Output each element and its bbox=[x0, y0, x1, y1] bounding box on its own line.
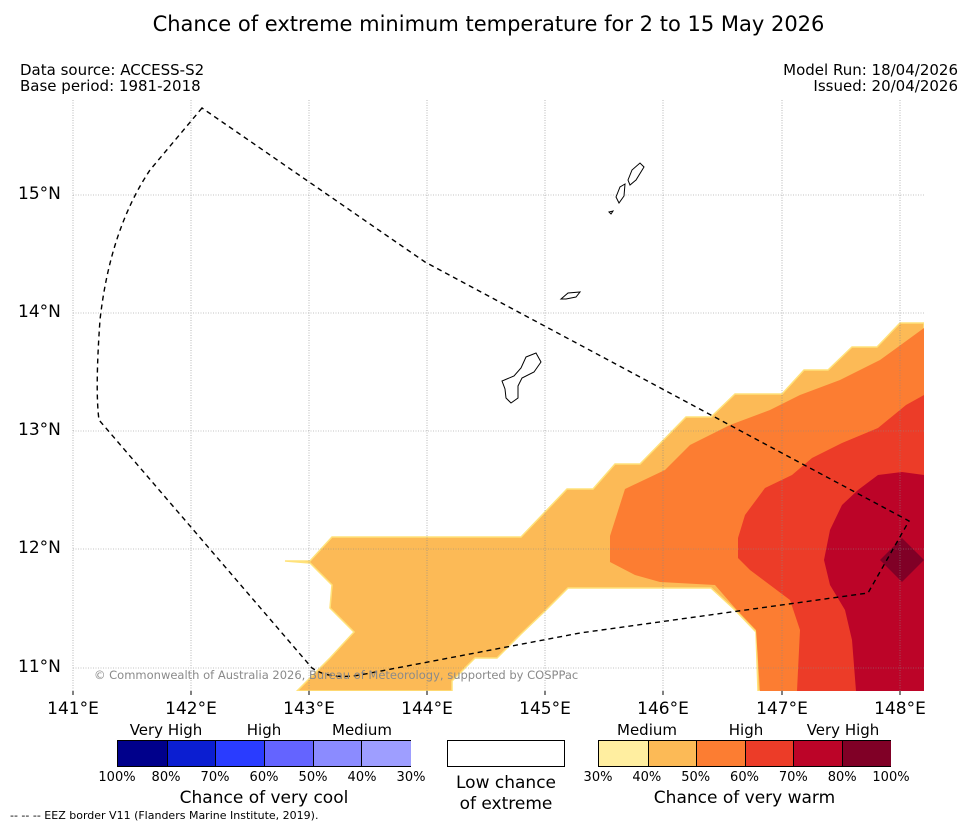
warm-percent-1: 40% bbox=[632, 770, 662, 785]
lat-label-12n: 12°N bbox=[18, 538, 61, 558]
lat-label-14n: 14°N bbox=[18, 302, 61, 322]
map-canvas bbox=[72, 100, 924, 695]
aguijan-island bbox=[608, 210, 615, 215]
cool-swatch-0 bbox=[118, 741, 167, 766]
warm-percent-2: 50% bbox=[681, 770, 711, 785]
island-outlines bbox=[501, 162, 645, 404]
guam-island bbox=[501, 352, 542, 404]
cool-percent-3: 60% bbox=[249, 770, 279, 785]
warm-cat-high: High bbox=[728, 721, 764, 739]
lon-label-148e: 148°E bbox=[874, 699, 926, 719]
base-period: Base period: 1981-2018 bbox=[20, 77, 201, 95]
warm-swatch-4 bbox=[793, 741, 843, 766]
warm-swatch-5 bbox=[841, 741, 891, 766]
copyright-notice: © Commonwealth of Australia 2026, Bureau… bbox=[94, 668, 579, 682]
low-chance-swatch bbox=[447, 740, 565, 767]
cool-swatch-4 bbox=[312, 741, 363, 766]
warm-swatch-3 bbox=[744, 741, 794, 766]
data-source: Data source: ACCESS-S2 bbox=[20, 61, 205, 79]
cool-percent-1: 80% bbox=[151, 770, 181, 785]
cool-percent-0: 100% bbox=[98, 770, 136, 785]
gridlines bbox=[72, 100, 924, 691]
lat-label-11n: 11°N bbox=[18, 657, 61, 677]
model-run: Model Run: 18/04/2026 bbox=[783, 61, 958, 79]
warm-legend-title: Chance of very warm bbox=[653, 788, 836, 808]
lat-label-13n: 13°N bbox=[18, 420, 61, 440]
lon-label-141e: 141°E bbox=[47, 699, 99, 719]
cool-swatch-3 bbox=[264, 741, 314, 766]
chart-title: Chance of extreme minimum temperature fo… bbox=[152, 12, 825, 36]
lon-label-145e: 145°E bbox=[519, 699, 571, 719]
warm-swatch-2 bbox=[696, 741, 746, 766]
warm-swatch-0 bbox=[599, 741, 648, 766]
cool-percent-5: 40% bbox=[347, 770, 377, 785]
low-chance-line1: Low chance bbox=[456, 773, 556, 793]
anomaly-fill-layer bbox=[284, 322, 924, 691]
warm-percent-0: 30% bbox=[583, 770, 613, 785]
lon-label-142e: 142°E bbox=[165, 699, 217, 719]
cool-percent-4: 50% bbox=[298, 770, 328, 785]
lon-label-144e: 144°E bbox=[401, 699, 453, 719]
eez-border-note: -- -- -- EEZ border V11 (Flanders Marine… bbox=[10, 809, 319, 822]
lon-label-143e: 143°E bbox=[283, 699, 335, 719]
warm-cat-very-high: Very High bbox=[806, 721, 880, 739]
low-chance-title: Low chance of extreme bbox=[430, 773, 582, 815]
cool-cat-high: High bbox=[246, 721, 282, 739]
cool-percent-2: 70% bbox=[200, 770, 230, 785]
meta-right: Model Run: 18/04/2026 Issued: 20/04/2026 bbox=[783, 62, 958, 94]
warm-percent-6: 100% bbox=[872, 770, 910, 785]
warm-percent-5: 80% bbox=[827, 770, 857, 785]
cool-swatch-5 bbox=[361, 741, 411, 766]
cool-cat-medium: Medium bbox=[332, 721, 392, 739]
cool-swatch-1 bbox=[166, 741, 217, 766]
warm-colorbar bbox=[598, 740, 891, 767]
rota-island bbox=[559, 291, 582, 300]
axis-ticks bbox=[72, 691, 901, 695]
cool-percent-6: 30% bbox=[396, 770, 426, 785]
low-chance-line2: of extreme bbox=[459, 794, 553, 814]
saipan-island bbox=[627, 162, 645, 186]
cool-swatch-2 bbox=[215, 741, 265, 766]
meta-left: Data source: ACCESS-S2 Base period: 1981… bbox=[20, 62, 204, 94]
warm-swatch-1 bbox=[647, 741, 697, 766]
tinian-island bbox=[615, 183, 626, 204]
cool-colorbar bbox=[117, 740, 411, 767]
warm-percent-4: 70% bbox=[778, 770, 808, 785]
lat-label-15n: 15°N bbox=[18, 184, 61, 204]
lon-label-146e: 146°E bbox=[637, 699, 689, 719]
eez-border bbox=[96, 107, 910, 678]
warm-percent-3: 60% bbox=[730, 770, 759, 785]
cool-legend-title: Chance of very cool bbox=[179, 788, 349, 808]
issued-date: Issued: 20/04/2026 bbox=[813, 77, 958, 95]
lon-label-147e: 147°E bbox=[756, 699, 808, 719]
cool-cat-very-high: Very High bbox=[129, 721, 203, 739]
warm-cat-medium: Medium bbox=[617, 721, 677, 739]
